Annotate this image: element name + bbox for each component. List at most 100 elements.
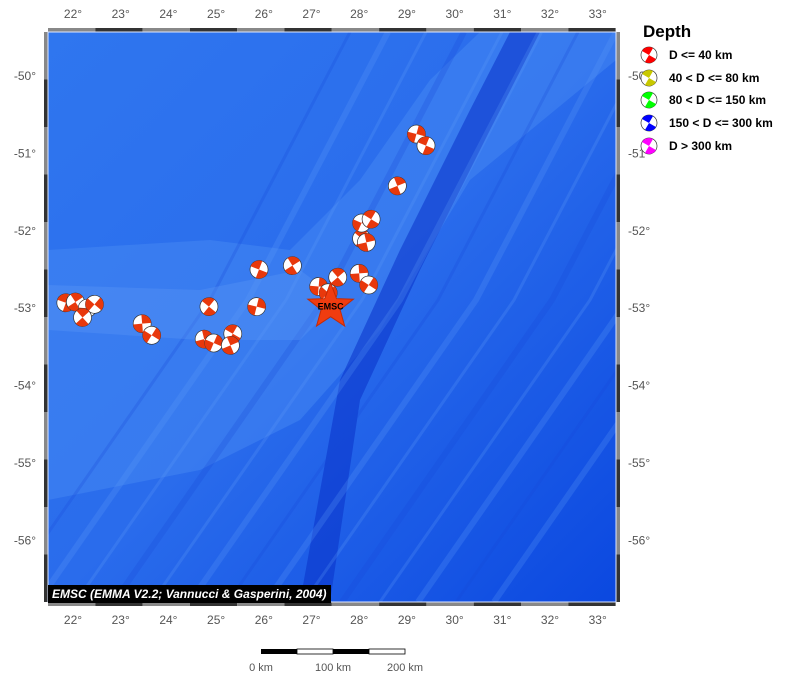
beachball (249, 260, 269, 279)
frame-segment (189, 28, 238, 32)
lon-tick-label-bottom: 27° (302, 613, 320, 627)
frame-segment (331, 28, 380, 32)
lon-tick-label-top: 29° (398, 7, 416, 21)
beachball (359, 275, 379, 295)
lat-tick-label-left: -52° (14, 224, 36, 238)
epicenter: EMSC (306, 281, 355, 328)
ridge-line (378, 246, 616, 602)
frame-segment (473, 602, 521, 606)
beachball-icon (640, 137, 658, 155)
lon-tick-label-bottom: 24° (159, 613, 177, 627)
lon-tick-label-bottom: 32° (541, 613, 559, 627)
legend-item-mid: 80 < D <= 150 km (640, 90, 766, 110)
frame-segment (426, 602, 474, 606)
frame-segment (616, 507, 620, 555)
frame-segment (44, 174, 48, 222)
frame-segment (521, 602, 569, 606)
frame-segment (237, 602, 285, 606)
lon-tick-label-bottom: 28° (350, 613, 368, 627)
frame-segment (379, 28, 427, 32)
beachball (221, 336, 240, 355)
frame-segment (44, 32, 48, 80)
lon-tick-label-top: 26° (255, 7, 273, 21)
lat-tick-label-left: -51° (14, 146, 36, 160)
lat-tick-label-right: -56° (628, 533, 650, 547)
lon-tick-label-bottom: 26° (255, 613, 273, 627)
frame-segment (284, 28, 332, 32)
ridge-line (74, 32, 428, 602)
beachball-icon (640, 114, 658, 132)
beachball (361, 209, 381, 229)
beachball (388, 176, 407, 196)
beachball (199, 297, 219, 317)
ridge-line (339, 171, 616, 602)
lat-tick-label-right: -53° (628, 301, 650, 315)
frame-segment (568, 28, 616, 32)
frame-segment (48, 28, 96, 32)
scale-label-100: 100 km (315, 662, 351, 674)
frame-segment (616, 364, 620, 412)
frame-segment (44, 507, 48, 555)
frame-segment (44, 79, 48, 127)
ridge-line (187, 32, 543, 602)
frame-segment (568, 602, 616, 606)
legend-title: Depth (643, 22, 692, 41)
lat-tick-label-left: -50° (14, 69, 36, 83)
lat-tick-label-right: -54° (628, 379, 650, 393)
lon-tick-label-top: 28° (350, 7, 368, 21)
scale-label-200: 200 km (387, 662, 423, 674)
lat-tick-label-right: -55° (628, 456, 650, 470)
ridge-band (48, 270, 340, 340)
frame-segment (616, 79, 620, 127)
legend-label: D <= 40 km (669, 48, 733, 62)
beachball-icon (640, 69, 658, 87)
lon-tick-label-top: 25° (207, 7, 225, 21)
map-border (47, 31, 617, 603)
frame-segment (616, 554, 620, 602)
frame-segment (616, 459, 620, 507)
lat-tick-label-left: -56° (14, 533, 36, 547)
frame-segment (284, 602, 332, 606)
frame-segment (379, 602, 427, 606)
beachball-icon (640, 46, 658, 64)
beachball (142, 325, 162, 345)
lon-tick-label-top: 31° (493, 7, 511, 21)
beachball (247, 297, 266, 317)
lon-tick-label-bottom: 22° (64, 613, 82, 627)
lon-tick-label-top: 30° (446, 7, 464, 21)
frame-segment (142, 28, 190, 32)
frame-segment (331, 602, 380, 606)
lon-tick-label-bottom: 33° (589, 613, 607, 627)
legend-label: D > 300 km (669, 139, 733, 153)
lat-tick-label-right: -52° (628, 224, 650, 238)
ridge-line (48, 32, 391, 593)
frame-segment (616, 317, 620, 365)
map-credit: EMSC (EMMA V2.2; Vannucci & Gasperini, 2… (48, 585, 331, 603)
lat-tick-label-left: -54° (14, 379, 36, 393)
lon-tick-label-bottom: 31° (493, 613, 511, 627)
ridge-line (302, 101, 616, 602)
beachball (85, 294, 104, 314)
lon-tick-label-bottom: 29° (398, 613, 416, 627)
ridge-line (415, 312, 616, 602)
frame-segment (44, 317, 48, 365)
legend-label: 150 < D <= 300 km (669, 116, 773, 130)
beachball (357, 233, 376, 252)
lon-tick-label-top: 27° (302, 7, 320, 21)
frame-segment (616, 174, 620, 222)
lon-tick-label-bottom: 30° (446, 613, 464, 627)
epicenter-star (306, 281, 355, 328)
fracture-zone (300, 32, 540, 602)
beachball (204, 333, 224, 353)
ridge-line (150, 32, 504, 602)
lon-tick-label-top: 23° (112, 7, 130, 21)
ridge-line (491, 421, 616, 602)
beachball (640, 137, 658, 155)
lat-tick-label-left: -55° (14, 456, 36, 470)
lon-tick-label-bottom: 25° (207, 613, 225, 627)
frame-segment (44, 412, 48, 460)
frame-segment (44, 269, 48, 317)
legend-item-very-deep: D > 300 km (640, 136, 732, 156)
beachball (640, 46, 658, 64)
